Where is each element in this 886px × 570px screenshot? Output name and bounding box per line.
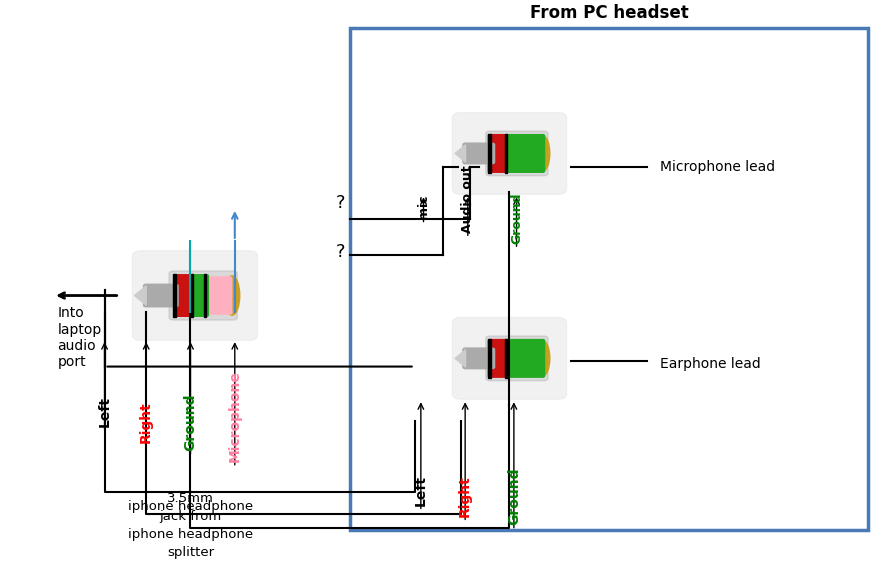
Text: Right: Right (139, 401, 153, 443)
Polygon shape (455, 145, 466, 162)
Ellipse shape (224, 276, 240, 315)
Text: Microphone: Microphone (228, 370, 242, 462)
Text: Microphone lead: Microphone lead (660, 160, 775, 174)
Text: Audio out: Audio out (462, 165, 474, 233)
Ellipse shape (536, 341, 550, 376)
Bar (505, 339, 508, 378)
FancyBboxPatch shape (350, 28, 868, 531)
Bar (174, 274, 176, 317)
FancyBboxPatch shape (462, 348, 494, 369)
Text: Right: Right (458, 475, 472, 517)
FancyBboxPatch shape (453, 112, 566, 194)
Text: Ground: Ground (510, 192, 523, 243)
Text: Ground: Ground (507, 467, 521, 525)
Text: ?: ? (336, 243, 346, 261)
FancyBboxPatch shape (133, 251, 257, 340)
Polygon shape (135, 286, 146, 305)
Bar (204, 274, 206, 317)
FancyBboxPatch shape (203, 277, 232, 314)
Text: Left: Left (414, 475, 428, 506)
FancyBboxPatch shape (174, 275, 193, 316)
FancyBboxPatch shape (169, 271, 237, 320)
Text: iphone headphone: iphone headphone (128, 500, 253, 514)
Text: From PC headset: From PC headset (530, 5, 688, 22)
Ellipse shape (536, 136, 550, 171)
FancyBboxPatch shape (144, 284, 178, 307)
FancyBboxPatch shape (488, 340, 507, 377)
FancyBboxPatch shape (462, 143, 494, 164)
Text: mic: mic (417, 194, 430, 219)
Text: Into
laptop
audio
port: Into laptop audio port (58, 307, 102, 369)
Bar (488, 339, 491, 378)
FancyBboxPatch shape (486, 131, 548, 176)
Text: Earphone lead: Earphone lead (660, 357, 761, 371)
Bar (191, 274, 193, 317)
FancyBboxPatch shape (504, 340, 545, 377)
Text: Ground: Ground (183, 394, 198, 451)
FancyBboxPatch shape (504, 135, 545, 172)
Bar (505, 134, 508, 173)
FancyBboxPatch shape (486, 336, 548, 381)
Bar (488, 134, 491, 173)
Text: ?: ? (336, 194, 346, 211)
Polygon shape (455, 350, 466, 367)
Text: Left: Left (97, 396, 112, 427)
FancyBboxPatch shape (453, 317, 566, 399)
FancyBboxPatch shape (191, 275, 208, 316)
Text: 3.5mm
jack from
iphone headphone
splitter: 3.5mm jack from iphone headphone splitte… (128, 492, 253, 559)
FancyBboxPatch shape (488, 135, 507, 172)
